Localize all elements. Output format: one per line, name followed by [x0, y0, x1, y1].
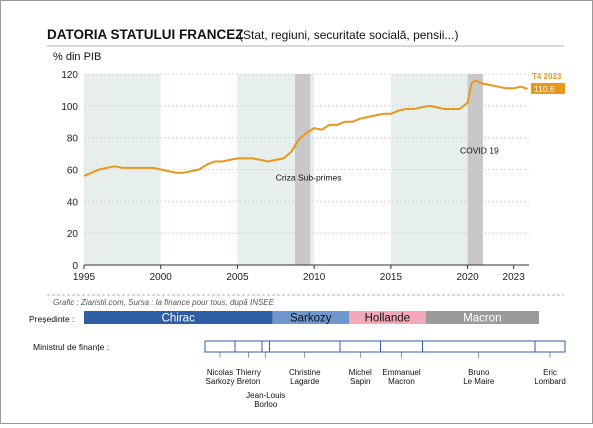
president-name-hollande: Hollande [365, 313, 410, 325]
presidents-row-label: Președinte : [29, 314, 74, 324]
y-tick-120: 120 [61, 70, 78, 81]
minister-lastname-0: Sarkozy [206, 377, 235, 386]
president-bar-chirac [84, 311, 273, 324]
minister-lastname-3: Lagarde [290, 377, 320, 386]
minister-firstname-2: Jean-Louis [246, 391, 285, 400]
debt-series-line [83, 79, 528, 177]
last-point-badge [531, 82, 565, 94]
presidents-timeline: Chirac Sarkozy Hollande Macron [84, 311, 539, 325]
minister-lastname-1: Breton [237, 377, 261, 386]
x-tick-2023: 2023 [503, 272, 526, 283]
x-tick-2005: 2005 [226, 272, 249, 283]
x-tick-2000: 2000 [150, 272, 173, 283]
y-axis-label: % din PIB [53, 51, 101, 63]
x-tick-2010: 2010 [303, 272, 326, 283]
crisis-band-0 [294, 74, 311, 265]
minister-lastname-5: Macron [388, 377, 415, 386]
president-name-chirac: Chirac [162, 313, 195, 325]
ministers-row-label: Ministrul de finanțe : [33, 342, 109, 352]
minister-lastname-4: Sapin [350, 377, 370, 386]
minister-firstname-7: Eric [543, 368, 557, 377]
y-tick-0: 0 [72, 261, 78, 272]
annotation-0: Criza Sub-primes [276, 173, 342, 183]
last-point-value: 110.6 [534, 84, 555, 94]
minister-firstname-0: Nicolas [207, 368, 233, 377]
minister-firstname-5: Emmanuel [382, 368, 420, 377]
y-tick-100: 100 [61, 102, 78, 113]
crisis-bands [294, 74, 483, 265]
y-tick-labels: 0 20 40 60 80 100 120 [61, 70, 78, 272]
minister-firstname-6: Bruno [468, 368, 490, 377]
minister-firstname-1: Thierry [236, 368, 261, 377]
annotations: Criza Sub-primes COVID 19 [276, 146, 499, 183]
minister-lastname-7: Lombard [534, 377, 566, 386]
president-name-sarkozy: Sarkozy [290, 313, 332, 325]
president-name-macron: Macron [463, 313, 501, 325]
chart-subtitle: (Stat, regiuni, securitate socială, pens… [239, 28, 458, 42]
y-tick-60: 60 [67, 166, 79, 177]
series-lines [83, 79, 528, 177]
y-tick-20: 20 [67, 229, 79, 240]
x-tick-2015: 2015 [380, 272, 403, 283]
y-tick-80: 80 [67, 134, 79, 145]
source-credit: Grafic : Ziaristii.com, Sursa : la finan… [53, 298, 275, 307]
ministers-track [204, 340, 566, 353]
crisis-band-1 [467, 74, 483, 265]
x-axis [83, 264, 529, 269]
last-value-marker: T4 2023 110.6 [531, 72, 565, 94]
minister-firstname-3: Christine [289, 368, 321, 377]
annotation-1: COVID 19 [460, 146, 499, 156]
president-bar-macron [425, 311, 539, 324]
x-tick-1995: 1995 [73, 272, 96, 283]
last-point-label: T4 2023 [532, 72, 562, 81]
x-tick-labels: 1995 2000 2005 2010 2015 2020 2023 [73, 272, 525, 283]
minister-lastname-6: Le Maire [463, 377, 495, 386]
minister-lastname-2: Borloo [254, 400, 278, 409]
x-tick-2020: 2020 [456, 272, 479, 283]
y-tick-40: 40 [67, 197, 79, 208]
minister-firstname-4: Michel [349, 368, 372, 377]
president-bar-hollande [349, 311, 426, 324]
chart-title: DATORIA STATULUI FRANCEZ [47, 27, 243, 42]
president-bar-sarkozy [272, 311, 350, 324]
